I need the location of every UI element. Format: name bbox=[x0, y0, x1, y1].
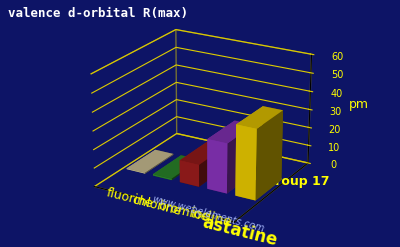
Text: valence d-orbital R(max): valence d-orbital R(max) bbox=[8, 7, 188, 21]
Text: www.webelements.com: www.webelements.com bbox=[151, 194, 265, 234]
